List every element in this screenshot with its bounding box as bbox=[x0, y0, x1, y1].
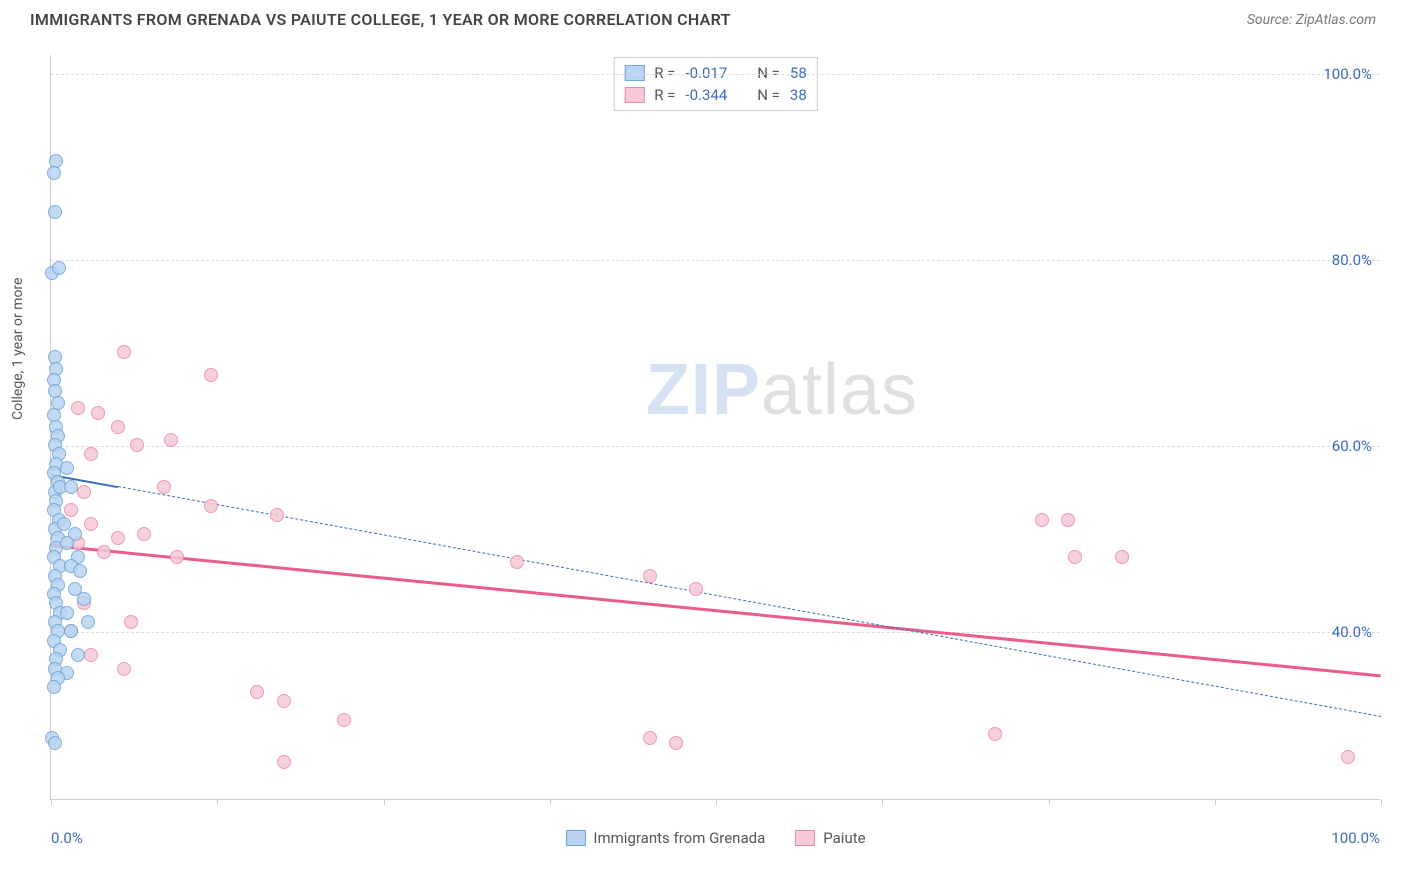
scatter-point bbox=[64, 503, 78, 517]
r-value-1: -0.344 bbox=[685, 86, 727, 104]
scatter-point bbox=[48, 205, 62, 219]
x-tick bbox=[882, 799, 883, 805]
scatter-point bbox=[1061, 513, 1075, 527]
scatter-point bbox=[689, 582, 703, 596]
y-tick-label: 80.0% bbox=[1332, 251, 1372, 269]
y-tick-label: 40.0% bbox=[1332, 623, 1372, 641]
scatter-point bbox=[1341, 750, 1355, 764]
grid-line bbox=[51, 74, 1380, 75]
scatter-point bbox=[52, 261, 66, 275]
scatter-point bbox=[137, 527, 151, 541]
series-swatch-1 bbox=[795, 830, 815, 846]
scatter-point bbox=[47, 166, 61, 180]
scatter-point bbox=[77, 485, 91, 499]
scatter-point bbox=[157, 480, 171, 494]
series-legend: Immigrants from Grenada Paiute bbox=[565, 829, 865, 847]
x-tick bbox=[1381, 799, 1382, 805]
scatter-point bbox=[97, 545, 111, 559]
scatter-point bbox=[643, 569, 657, 583]
x-tick bbox=[1215, 799, 1216, 805]
scatter-point bbox=[84, 517, 98, 531]
scatter-point bbox=[164, 433, 178, 447]
scatter-point bbox=[170, 550, 184, 564]
scatter-point bbox=[270, 508, 284, 522]
chart-title: IMMIGRANTS FROM GRENADA VS PAIUTE COLLEG… bbox=[30, 10, 731, 29]
series-label-1: Paiute bbox=[823, 829, 865, 847]
scatter-point bbox=[337, 713, 351, 727]
series-legend-item-1: Paiute bbox=[795, 829, 865, 847]
scatter-point bbox=[988, 727, 1002, 741]
x-tick-label-max: 100.0% bbox=[1331, 829, 1380, 847]
scatter-point bbox=[77, 592, 91, 606]
x-tick bbox=[51, 799, 52, 805]
scatter-point bbox=[1035, 513, 1049, 527]
scatter-point bbox=[47, 680, 61, 694]
scatter-point bbox=[84, 648, 98, 662]
grid-line bbox=[51, 446, 1380, 447]
title-bar: IMMIGRANTS FROM GRENADA VS PAIUTE COLLEG… bbox=[0, 0, 1406, 34]
scatter-point bbox=[60, 461, 74, 475]
series-legend-item-0: Immigrants from Grenada bbox=[565, 829, 765, 847]
scatter-point bbox=[81, 615, 95, 629]
x-tick-label-min: 0.0% bbox=[51, 829, 83, 847]
scatter-point bbox=[204, 368, 218, 382]
scatter-point bbox=[64, 624, 78, 638]
y-tick-label: 60.0% bbox=[1332, 437, 1372, 455]
y-tick-label: 100.0% bbox=[1323, 65, 1372, 83]
n-label-1: N = bbox=[757, 86, 780, 104]
scatter-point bbox=[91, 406, 105, 420]
scatter-point bbox=[60, 606, 74, 620]
watermark-bold: ZIP bbox=[646, 350, 761, 430]
scatter-point bbox=[1068, 550, 1082, 564]
n-value-1: 38 bbox=[790, 86, 807, 104]
scatter-point bbox=[73, 564, 87, 578]
scatter-point bbox=[111, 531, 125, 545]
scatter-point bbox=[277, 694, 291, 708]
scatter-point bbox=[643, 731, 657, 745]
grid-line bbox=[51, 260, 1380, 261]
scatter-point bbox=[510, 555, 524, 569]
grid-line bbox=[51, 632, 1380, 633]
legend-swatch-1 bbox=[624, 87, 644, 103]
scatter-point bbox=[60, 536, 74, 550]
watermark-rest: atlas bbox=[761, 350, 918, 430]
scatter-point bbox=[117, 345, 131, 359]
series-label-0: Immigrants from Grenada bbox=[593, 829, 765, 847]
r-label-1: R = bbox=[654, 86, 675, 104]
y-axis-label: College, 1 year or more bbox=[10, 278, 26, 420]
scatter-point bbox=[130, 438, 144, 452]
scatter-point bbox=[84, 447, 98, 461]
x-tick bbox=[716, 799, 717, 805]
correlation-legend: R = -0.017 N = 58 R = -0.344 N = 38 bbox=[613, 57, 818, 111]
series-swatch-0 bbox=[565, 830, 585, 846]
x-tick bbox=[1049, 799, 1050, 805]
x-tick bbox=[217, 799, 218, 805]
scatter-point bbox=[124, 615, 138, 629]
scatter-point bbox=[111, 420, 125, 434]
watermark: ZIPatlas bbox=[646, 349, 918, 431]
x-tick bbox=[384, 799, 385, 805]
source-label: Source: ZipAtlas.com bbox=[1247, 12, 1376, 28]
trend-line bbox=[51, 544, 1381, 677]
scatter-point bbox=[117, 662, 131, 676]
scatter-point bbox=[64, 480, 78, 494]
x-tick bbox=[550, 799, 551, 805]
trend-line bbox=[117, 486, 1381, 717]
scatter-point bbox=[204, 499, 218, 513]
scatter-point bbox=[71, 648, 85, 662]
legend-row-1: R = -0.344 N = 38 bbox=[624, 84, 807, 106]
scatter-plot-area: ZIPatlas R = -0.017 N = 58 R = -0.344 N … bbox=[50, 55, 1380, 800]
scatter-point bbox=[48, 736, 62, 750]
scatter-point bbox=[669, 736, 683, 750]
scatter-point bbox=[277, 755, 291, 769]
scatter-point bbox=[250, 685, 264, 699]
scatter-point bbox=[71, 401, 85, 415]
scatter-point bbox=[1115, 550, 1129, 564]
